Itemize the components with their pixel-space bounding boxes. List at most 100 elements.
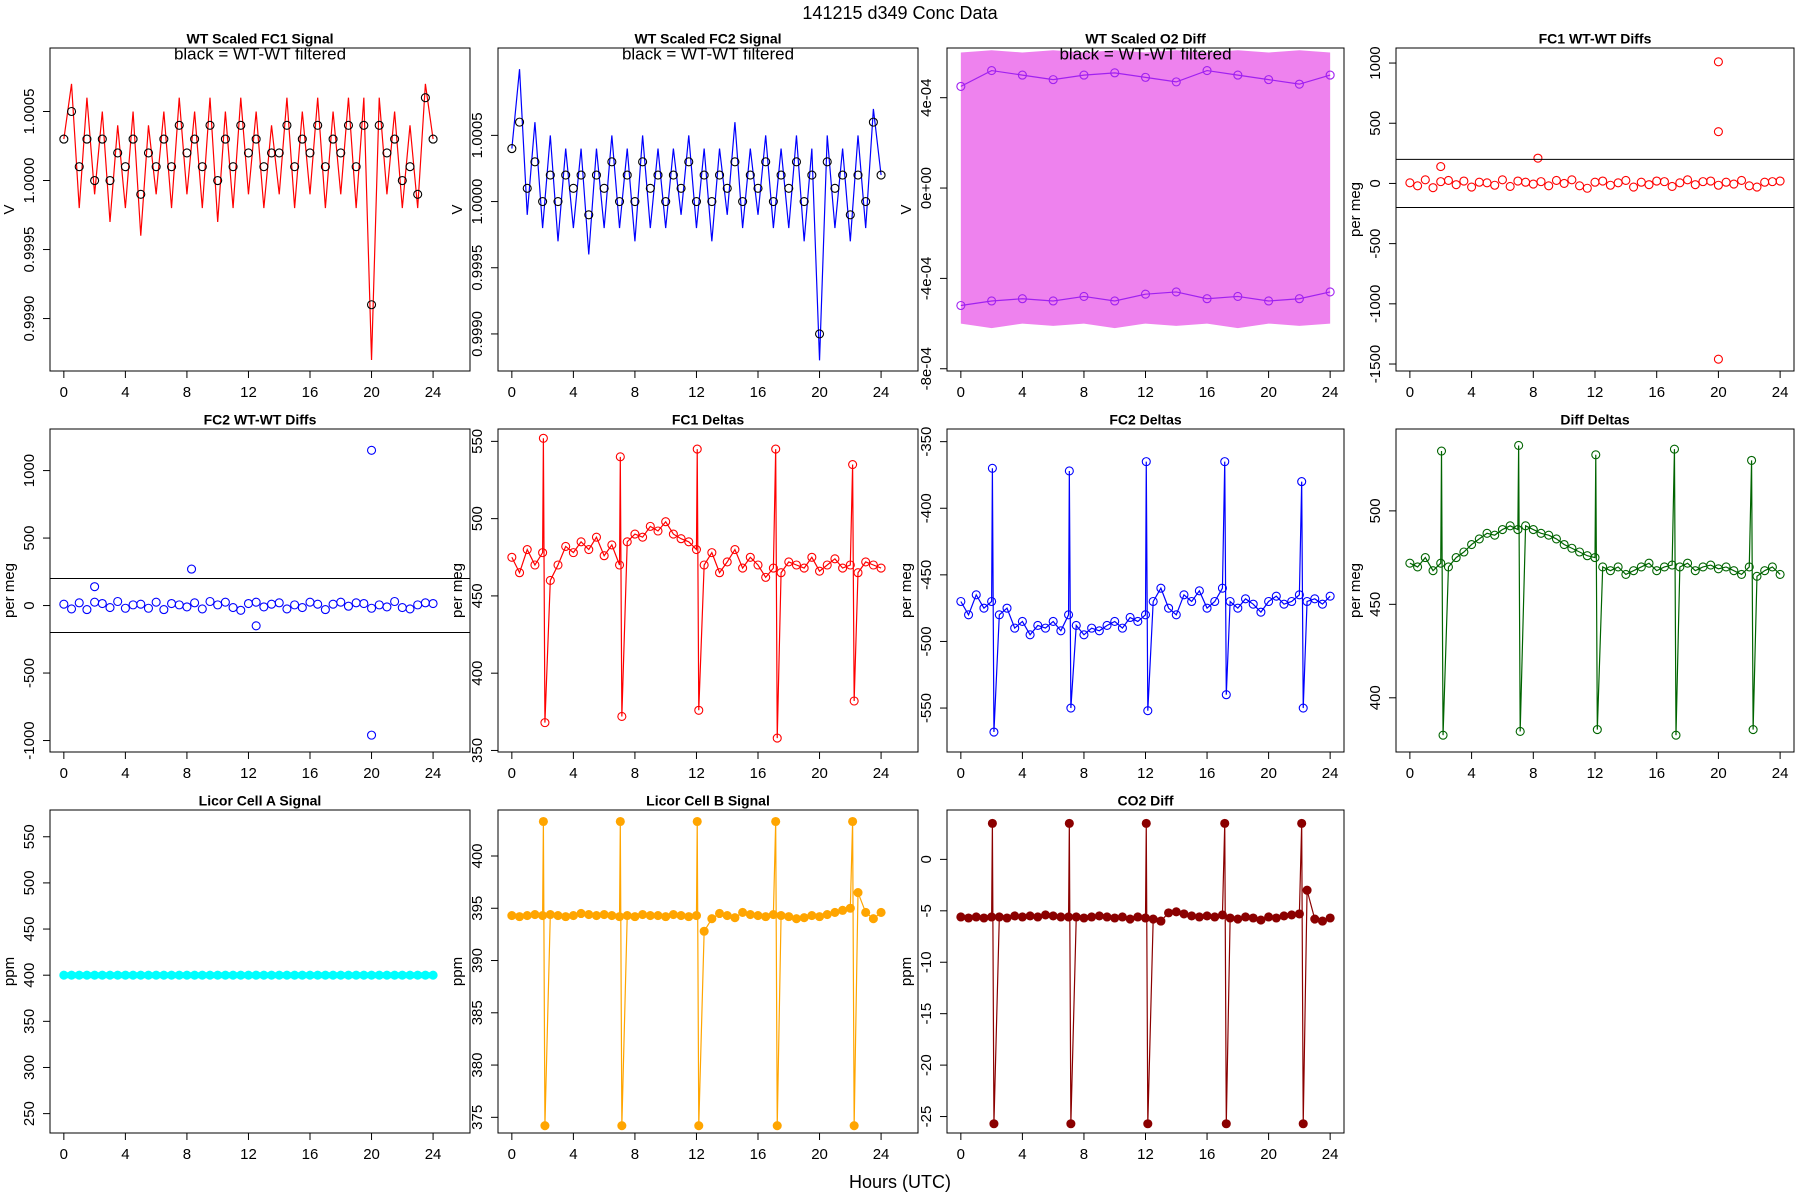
point [545, 170, 555, 180]
plot-area [507, 816, 886, 1131]
point [1744, 562, 1754, 572]
point [1233, 70, 1243, 80]
point [1505, 181, 1515, 191]
point [507, 144, 517, 154]
point [694, 705, 704, 715]
point [1644, 180, 1654, 190]
x-tick-label: 16 [750, 384, 767, 401]
point [963, 610, 974, 620]
x-tick-label: 0 [957, 384, 965, 401]
point [136, 599, 146, 609]
y-axis-label: V [898, 204, 915, 214]
y-tick-label: -25 [918, 1106, 935, 1128]
point [1533, 153, 1543, 163]
point [74, 970, 84, 980]
point [236, 970, 246, 980]
point [228, 970, 238, 980]
point [1644, 558, 1654, 568]
point [1675, 562, 1685, 572]
point [1671, 730, 1681, 740]
panel-title: Licor Cell B Signal [646, 793, 770, 809]
point [692, 816, 702, 827]
point [1233, 291, 1243, 302]
point [568, 548, 578, 558]
y-tick-label: 4e-04 [918, 79, 935, 117]
x-tick-label: 0 [1406, 384, 1414, 401]
x-tick-label: 12 [240, 384, 257, 401]
point [987, 463, 997, 473]
point [290, 600, 300, 610]
point [561, 912, 571, 922]
point [1010, 623, 1020, 633]
panel-title: Licor Cell A Signal [199, 793, 322, 809]
x-tick-label: 4 [1018, 384, 1026, 401]
point [699, 560, 709, 570]
point [530, 909, 540, 920]
series-line [960, 69, 1331, 87]
point [382, 148, 392, 158]
point [684, 912, 694, 922]
point [553, 197, 563, 207]
panel-title: FC2 Deltas [1109, 412, 1182, 428]
panel: 0 4 8 12 16 20 24 -1000 -500 0 500 1000 FC2 WT-WT Di… [1, 412, 471, 782]
point [849, 1121, 859, 1131]
point [661, 197, 671, 207]
plot-area [1405, 57, 1785, 364]
point [1064, 912, 1074, 922]
point [591, 170, 602, 180]
point [1117, 623, 1127, 633]
point [645, 183, 655, 193]
point [1287, 910, 1297, 920]
point [1428, 183, 1438, 193]
point [113, 970, 123, 980]
point [151, 970, 161, 980]
point [1713, 354, 1723, 364]
point [82, 970, 92, 980]
point [1094, 911, 1104, 921]
point [676, 534, 686, 544]
x-tick-label: 12 [1137, 1146, 1154, 1163]
point [1064, 610, 1074, 620]
point [382, 970, 392, 980]
point [1752, 571, 1762, 581]
point [143, 603, 154, 613]
point [366, 445, 377, 455]
x-tick-label: 8 [1080, 765, 1088, 782]
y-tick-label: 250 [21, 1101, 38, 1126]
point [1428, 566, 1438, 576]
y-tick-label: -8e-04 [918, 347, 935, 390]
point [1110, 616, 1120, 627]
point [507, 552, 517, 562]
y-tick-label: 0 [21, 601, 38, 609]
point [1221, 1119, 1231, 1129]
point [1087, 912, 1097, 922]
point [614, 912, 625, 922]
point [868, 560, 878, 570]
panel-title: WT Scaled FC2 Signal [634, 31, 781, 47]
point [1467, 539, 1477, 550]
point [1294, 590, 1304, 600]
point [791, 560, 802, 570]
point [538, 433, 548, 443]
point [390, 134, 400, 144]
point [428, 134, 438, 144]
point [59, 134, 69, 144]
point [830, 554, 840, 564]
point [730, 157, 740, 167]
point [971, 590, 981, 600]
x-tick-label: 24 [425, 765, 442, 782]
x-tick-label: 24 [873, 384, 890, 401]
point [1010, 911, 1020, 921]
point [799, 197, 809, 207]
point [1210, 596, 1220, 607]
point [845, 210, 855, 220]
x-tick-label: 4 [121, 384, 129, 401]
point [772, 733, 782, 743]
point [522, 544, 532, 555]
point [159, 970, 169, 980]
point [1413, 181, 1423, 191]
x-tick-label: 12 [688, 1146, 705, 1163]
point [1141, 818, 1151, 828]
point [1497, 525, 1507, 535]
point [1133, 912, 1143, 922]
